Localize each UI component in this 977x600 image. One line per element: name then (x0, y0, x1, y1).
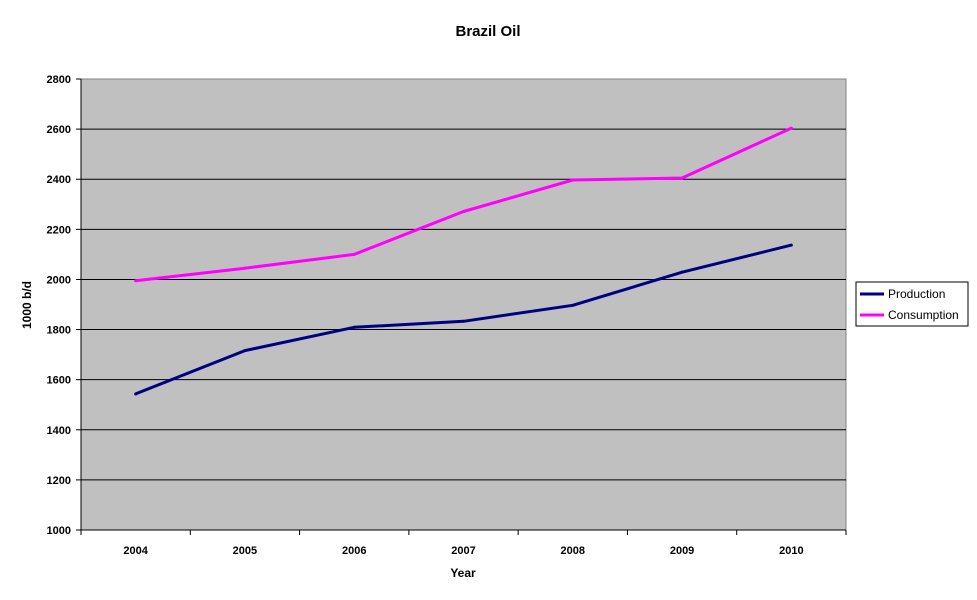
chart-title: Brazil Oil (455, 23, 520, 40)
series-lines (134, 126, 793, 396)
data-point-production (789, 243, 793, 247)
data-point-consumption (789, 126, 793, 130)
data-point-consumption (462, 210, 465, 214)
gridlines (81, 128, 846, 481)
y-tick-label: 2600 (47, 124, 71, 136)
y-tick-label: 2200 (47, 224, 71, 236)
data-point-consumption (571, 178, 575, 182)
x-tick-label: 2007 (451, 545, 475, 557)
y-tick-label: 2800 (47, 74, 71, 86)
data-point-production (571, 303, 575, 307)
data-point-production (134, 392, 138, 396)
data-point-consumption (352, 252, 356, 256)
x-tick-label: 2008 (561, 545, 585, 557)
data-point-production (462, 319, 465, 323)
y-tick-label: 1000 (47, 525, 71, 537)
data-point-production (680, 270, 684, 274)
y-tick-label: 2000 (47, 274, 71, 286)
data-point-production (243, 349, 247, 353)
x-tick-label: 2010 (779, 545, 803, 557)
y-tick-label: 1600 (47, 375, 71, 387)
y-axis-label: 1000 b/d (20, 281, 34, 329)
y-tick-label: 2400 (47, 174, 71, 186)
data-point-consumption (680, 176, 684, 180)
y-axis-ticks: 1000 1200 1400 1600 1800 2000 2200 2400 2600 2800 (47, 74, 82, 537)
plot-area (80, 78, 847, 531)
legend-label-production: Production (888, 287, 945, 301)
x-axis-ticks: 2004 2005 2006 2007 2008 2009 2010 (80, 529, 847, 557)
data-point-production (352, 325, 356, 329)
legend-box (855, 281, 969, 327)
legend-label-consumption: Consumption (888, 308, 959, 322)
x-tick-label: 2006 (342, 545, 366, 557)
x-tick-label: 2005 (233, 545, 257, 557)
x-tick-label: 2004 (123, 545, 148, 557)
y-tick-label: 1400 (47, 425, 71, 437)
x-axis-label: Year (450, 566, 476, 580)
legend: Production Consumption (855, 281, 969, 327)
data-point-consumption (243, 266, 247, 270)
x-tick-label: 2009 (670, 545, 694, 557)
y-tick-label: 1800 (47, 325, 71, 337)
data-point-consumption (134, 279, 138, 283)
y-tick-label: 1200 (47, 475, 71, 487)
